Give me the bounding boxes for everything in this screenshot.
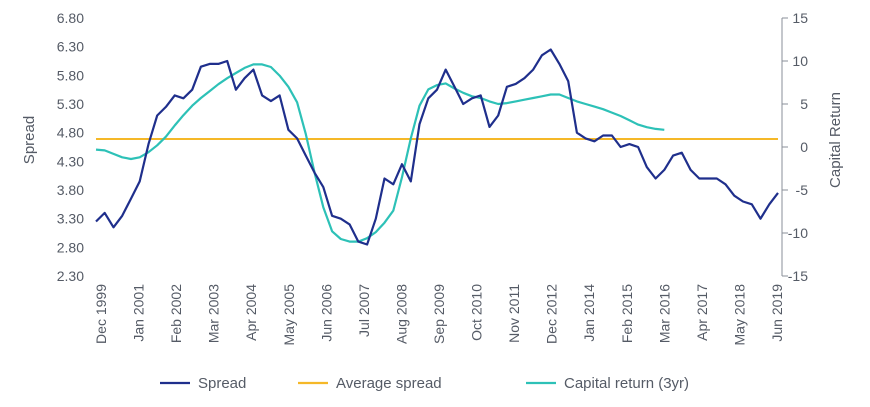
x-tick-label: Sep 2009	[431, 284, 447, 344]
y-tick-label: 6.80	[57, 10, 84, 26]
x-tick-label: May 2005	[281, 284, 297, 346]
y-axis-title: Spread	[21, 116, 38, 164]
y2-tick-label: 0	[800, 139, 808, 155]
legend-item-average-spread: Average spread	[298, 375, 442, 392]
x-tick-label: Apr 2017	[694, 284, 710, 341]
right-axis-ticks: -15 -10 -5 0 5 10 15	[788, 10, 808, 284]
legend-label-spread: Spread	[198, 375, 246, 392]
y-tick-label: 2.30	[57, 268, 84, 284]
x-tick-label: Jan 2014	[581, 284, 597, 342]
x-tick-label: Jan 2001	[131, 284, 147, 342]
y-tick-label: 5.30	[57, 96, 84, 112]
x-tick-label: Nov 2011	[506, 284, 522, 343]
x-tick-label: Aug 2008	[393, 284, 409, 344]
x-axis-ticks: Dec 1999 Jan 2001 Feb 2002 Mar 2003 Apr 2004…	[93, 284, 785, 346]
y-tick-label: 4.30	[57, 153, 84, 169]
spread-line	[95, 48, 779, 246]
y2-tick-label: -5	[796, 182, 809, 198]
plot-series	[95, 48, 779, 246]
x-tick-label: Apr 2004	[243, 284, 259, 341]
x-tick-label: Dec 2012	[544, 284, 560, 344]
y-tick-label: 6.30	[57, 39, 84, 55]
x-tick-label: Feb 2002	[168, 284, 184, 343]
left-axis-ticks: 2.30 2.80 3.30 3.80 4.30 4.80 5.30 5.80 6.30 6.80	[57, 10, 84, 284]
y2-tick-label: -10	[788, 225, 808, 241]
y2-tick-label: 10	[792, 53, 808, 69]
x-tick-label: Feb 2015	[619, 284, 635, 343]
legend-label-average-spread: Average spread	[336, 375, 442, 392]
y2-tick-label: 5	[800, 96, 808, 112]
y-tick-label: 3.80	[57, 182, 84, 198]
y-tick-label: 5.80	[57, 67, 84, 83]
x-tick-label: Jun 2019	[769, 284, 785, 342]
legend-item-spread: Spread	[160, 375, 246, 392]
x-tick-label: Dec 1999	[93, 284, 109, 344]
x-tick-label: Jul 2007	[356, 284, 372, 337]
y-tick-label: 3.30	[57, 211, 84, 227]
x-tick-label: May 2018	[731, 284, 747, 346]
y2-tick-label: -15	[788, 268, 808, 284]
y2-tick-label: 15	[792, 10, 808, 26]
legend-label-capital-return: Capital return (3yr)	[564, 375, 689, 392]
x-tick-label: Jun 2006	[318, 284, 334, 342]
capital-return-line	[95, 63, 665, 243]
y-tick-label: 4.80	[57, 125, 84, 141]
right-axis	[781, 17, 788, 277]
legend-item-capital-return: Capital return (3yr)	[526, 375, 689, 392]
x-tick-label: Mar 2016	[656, 284, 672, 343]
y-tick-label: 2.80	[57, 239, 84, 255]
legend: Spread Average spread Capital return (3y…	[160, 375, 689, 392]
x-tick-label: Mar 2003	[206, 284, 222, 343]
y2-axis-title: Capital Return	[827, 92, 844, 188]
x-tick-label: Oct 2010	[469, 284, 485, 341]
